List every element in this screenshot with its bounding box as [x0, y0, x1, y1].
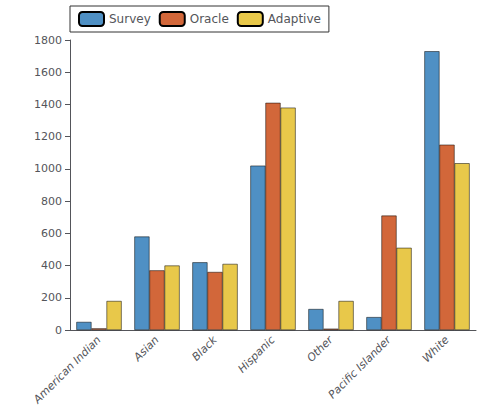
svg-text:Adaptive: Adaptive [268, 12, 321, 26]
svg-text:Hispanic: Hispanic [235, 333, 277, 375]
svg-text:Pacific Islander: Pacific Islander [326, 332, 395, 401]
svg-text:Asian: Asian [130, 333, 161, 364]
svg-text:1200: 1200 [34, 130, 62, 143]
svg-text:White: White [420, 333, 452, 365]
svg-text:1800: 1800 [34, 34, 62, 47]
svg-text:Black: Black [189, 333, 220, 364]
svg-text:600: 600 [41, 227, 62, 240]
svg-text:American Indian: American Indian [30, 333, 103, 406]
svg-text:1600: 1600 [34, 66, 62, 79]
svg-text:1000: 1000 [34, 162, 62, 175]
svg-text:200: 200 [41, 291, 62, 304]
svg-text:1400: 1400 [34, 98, 62, 111]
svg-text:Other: Other [304, 332, 336, 364]
svg-text:Survey: Survey [109, 12, 151, 26]
svg-text:800: 800 [41, 195, 62, 208]
svg-text:Oracle: Oracle [190, 12, 229, 26]
svg-text:400: 400 [41, 259, 62, 272]
svg-text:0: 0 [55, 324, 62, 337]
